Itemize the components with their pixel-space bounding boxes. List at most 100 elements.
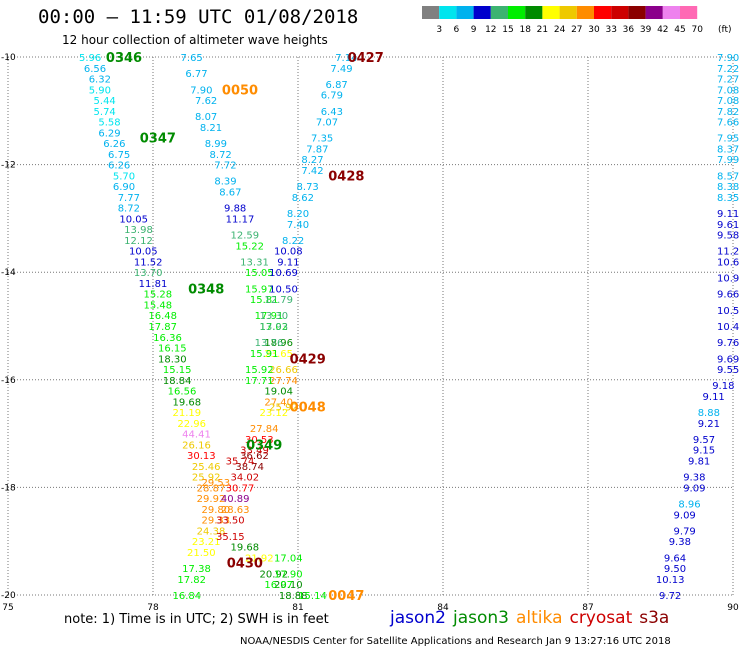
color-swatch xyxy=(628,6,646,19)
swh-value: 9.72 xyxy=(659,591,681,602)
swh-value: 15.97 xyxy=(245,284,274,295)
swh-value: 11.17 xyxy=(226,214,255,225)
swh-value: 17.90 xyxy=(274,569,303,580)
color-swatch xyxy=(559,6,577,19)
swh-value: 18.84 xyxy=(163,376,192,387)
swh-value: 8.62 xyxy=(292,193,314,204)
pass-time-label: 0050 xyxy=(222,83,258,98)
swh-value: 10.13 xyxy=(656,575,685,586)
swh-value: 6.26 xyxy=(108,161,130,172)
color-swatch xyxy=(439,6,457,19)
swh-value: 9.81 xyxy=(688,457,710,468)
swh-value: 8.38 xyxy=(717,182,739,193)
swh-value: 44.41 xyxy=(182,430,211,441)
color-swatch xyxy=(645,6,663,19)
swh-value: 25.46 xyxy=(192,462,221,473)
color-scale-unit: (ft) xyxy=(718,25,732,35)
swh-value: 9.38 xyxy=(669,537,691,548)
swh-value: 7.66 xyxy=(717,118,739,129)
swh-value: 6.29 xyxy=(98,128,120,139)
swh-value: 30.13 xyxy=(187,451,216,462)
swh-value: 7.14 xyxy=(335,53,357,64)
swh-value: 18.96 xyxy=(264,338,293,349)
swh-value: 20.10 xyxy=(274,580,303,591)
swh-value: 15.22 xyxy=(235,241,264,252)
swh-value: 27.40 xyxy=(264,397,293,408)
swh-value: 16.48 xyxy=(148,311,177,322)
swh-value: 9.21 xyxy=(698,419,720,430)
swh-value: 20.92 xyxy=(260,569,289,580)
lon-tick-label: 78 xyxy=(147,603,159,612)
swh-value: 7.08 xyxy=(717,96,739,107)
swh-value: 9.88 xyxy=(224,204,246,215)
swh-value: 13.98 xyxy=(124,225,153,236)
swh-value: 7.42 xyxy=(301,166,323,177)
swh-value: 17.91 xyxy=(255,311,284,322)
swh-value: 8.73 xyxy=(297,182,319,193)
lat-tick-label: -14 xyxy=(1,268,16,278)
wave-height-map: 75 78 81 84 87 90-10-12-14-16-18-205.966.566.… xyxy=(1,51,739,612)
swh-value: 9.09 xyxy=(674,510,696,521)
lon-tick-label: 81 xyxy=(292,603,303,612)
swh-value: 7.82 xyxy=(717,107,739,118)
swh-value: 6.87 xyxy=(326,80,348,91)
swh-value: 25.92 xyxy=(192,473,221,484)
swh-value: 30.77 xyxy=(226,483,255,494)
swh-value: 9.09 xyxy=(683,483,705,494)
legend-entry-s3a: s3a xyxy=(639,608,670,628)
swh-value: 27.84 xyxy=(250,424,279,435)
swh-value: 10.08 xyxy=(274,247,303,258)
color-swatch xyxy=(473,6,491,19)
swh-value: 17.82 xyxy=(177,575,206,586)
swh-value: 19.04 xyxy=(264,387,293,398)
swh-value: 11.52 xyxy=(134,257,163,268)
swh-value: 17.87 xyxy=(148,322,177,333)
swh-value: 29.53 xyxy=(202,478,231,489)
swh-value: 5.70 xyxy=(113,171,135,182)
swh-value: 23.65 xyxy=(264,349,293,360)
lat-tick-label: -16 xyxy=(1,376,16,386)
swh-value: 24.38 xyxy=(197,526,226,537)
swh-value: 33.49 xyxy=(240,446,269,457)
swh-value: 30.53 xyxy=(245,435,274,446)
credit-line: NOAA/NESDIS Center for Satellite Applica… xyxy=(240,636,671,647)
swh-value: 13.93 xyxy=(260,322,289,333)
color-scale-label: 15 xyxy=(502,25,513,35)
color-scale-label: 3 xyxy=(436,25,442,35)
swh-value: 7.90 xyxy=(190,85,212,96)
color-swatch xyxy=(525,6,543,19)
swh-value: 17.38 xyxy=(182,564,211,575)
swh-value: 7.95 xyxy=(717,134,739,145)
swh-value: 33.50 xyxy=(216,516,245,527)
color-scale-label: 36 xyxy=(623,25,635,35)
swh-value: 16.36 xyxy=(153,333,182,344)
swh-value: 12.12 xyxy=(124,236,153,247)
swh-value: 6.32 xyxy=(89,75,111,86)
satellite-legend: jason2 jason3 altika cryosat s3a xyxy=(390,608,676,628)
swh-value: 8.72 xyxy=(118,204,140,215)
swh-value: 15.05 xyxy=(245,268,274,279)
swh-value: 9.64 xyxy=(664,553,686,564)
swh-value: 7.62 xyxy=(195,96,217,107)
swh-value: 28.63 xyxy=(221,505,250,516)
swh-value: 8.37 xyxy=(717,144,739,155)
swh-value: 13.31 xyxy=(240,257,269,268)
swh-value: 6.90 xyxy=(113,182,135,193)
swh-value: 7.07 xyxy=(316,118,338,129)
swh-value: 18.88 xyxy=(279,591,308,602)
swh-value: 9.11 xyxy=(703,392,725,403)
swh-value: 36.62 xyxy=(240,451,269,462)
lon-tick-label: 84 xyxy=(437,603,449,612)
swh-value: 22.96 xyxy=(177,419,206,430)
swh-value: 8.07 xyxy=(195,112,217,123)
legend-entry-jason2: jason2 xyxy=(390,608,446,628)
swh-value: 8.27 xyxy=(301,155,323,166)
pass-time-label: 0047 xyxy=(328,589,364,604)
swh-value: 17.71 xyxy=(245,376,274,387)
swh-value: 7.40 xyxy=(287,220,309,231)
swh-value: 9.57 xyxy=(693,435,715,446)
swh-value: 25.92 xyxy=(269,403,298,414)
map-title: 00:00 – 11:59 UTC 01/08/2018 xyxy=(38,6,359,28)
swh-value: 8.67 xyxy=(219,188,241,199)
pass-time-label: 0430 xyxy=(227,557,263,572)
